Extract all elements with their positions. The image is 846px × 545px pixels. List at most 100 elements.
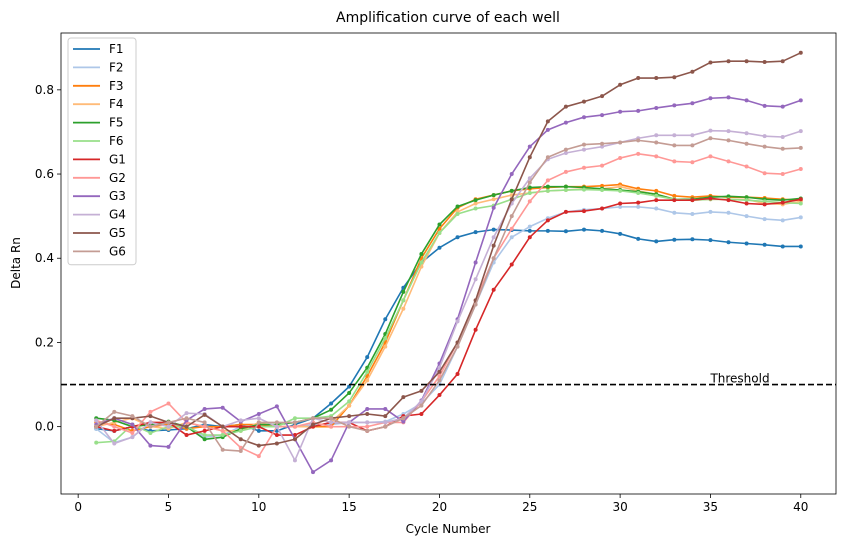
data-point — [148, 414, 153, 419]
legend-label: G1 — [109, 152, 126, 166]
data-point — [401, 298, 406, 303]
data-point — [654, 105, 659, 110]
data-point — [455, 344, 460, 349]
data-point — [347, 403, 352, 408]
legend-label: F1 — [109, 42, 124, 56]
data-point — [112, 424, 117, 429]
legend-entry-g2: G2 — [73, 171, 126, 185]
legend-entry-g6: G6 — [73, 244, 126, 258]
series-g1 — [94, 196, 803, 438]
data-point — [618, 156, 623, 161]
data-point — [798, 201, 803, 206]
data-point — [166, 401, 171, 406]
series-f3 — [94, 182, 803, 433]
data-point — [383, 317, 388, 322]
data-point — [780, 146, 785, 151]
data-point — [581, 227, 586, 232]
series-line-g2 — [95, 153, 801, 457]
plot-area — [94, 50, 803, 475]
data-point — [600, 188, 605, 193]
data-point — [636, 108, 641, 113]
data-point — [690, 237, 695, 242]
data-point — [581, 142, 586, 147]
data-point — [292, 437, 297, 442]
data-point — [256, 416, 261, 421]
data-point — [383, 344, 388, 349]
data-point — [220, 447, 225, 452]
data-point — [329, 401, 334, 406]
data-point — [184, 433, 189, 438]
data-point — [238, 424, 243, 429]
data-point — [292, 458, 297, 463]
axes: 0 5 10 15 20 25 30 35 40 0.0 0.2 0.4 0.6 0.8 — [35, 32, 837, 514]
data-point — [581, 99, 586, 104]
data-point — [726, 59, 731, 64]
data-point — [365, 412, 370, 417]
data-point — [365, 378, 370, 383]
data-point — [708, 60, 713, 65]
data-point — [744, 201, 749, 206]
data-point — [690, 198, 695, 203]
data-point — [563, 188, 568, 193]
data-point — [762, 202, 767, 207]
data-point — [112, 416, 117, 421]
data-point — [473, 201, 478, 206]
data-point — [690, 212, 695, 217]
data-point — [148, 420, 153, 425]
data-point — [545, 218, 550, 223]
data-point — [563, 120, 568, 125]
data-point — [654, 133, 659, 138]
data-point — [636, 204, 641, 209]
data-point — [636, 138, 641, 143]
data-point — [94, 424, 99, 429]
series-f4 — [94, 184, 803, 433]
data-point — [636, 200, 641, 205]
data-point — [726, 95, 731, 100]
data-point — [166, 444, 171, 449]
data-point — [527, 190, 532, 195]
data-point — [473, 206, 478, 211]
data-point — [618, 140, 623, 145]
data-point — [202, 412, 207, 417]
data-point — [347, 384, 352, 389]
series-line-f1 — [96, 228, 801, 432]
data-point — [455, 372, 460, 377]
data-point — [473, 230, 478, 235]
data-point — [166, 420, 171, 425]
data-point — [365, 420, 370, 425]
x-tick-label: 40 — [793, 500, 808, 514]
data-point — [636, 190, 641, 195]
data-point — [618, 109, 623, 114]
series-f1 — [94, 227, 803, 433]
data-point — [744, 214, 749, 219]
data-point — [401, 416, 406, 421]
data-point — [527, 199, 532, 204]
data-point — [563, 147, 568, 152]
data-point — [383, 406, 388, 411]
data-point — [383, 420, 388, 425]
data-point — [509, 197, 514, 202]
data-point — [636, 151, 641, 156]
data-point — [419, 412, 424, 417]
data-point — [202, 420, 207, 425]
y-axis-label: Delta Rn — [9, 237, 23, 289]
data-point — [581, 115, 586, 120]
data-point — [455, 204, 460, 209]
data-point — [618, 231, 623, 236]
data-point — [184, 424, 189, 429]
data-point — [130, 435, 135, 440]
data-point — [347, 414, 352, 419]
x-tick-label: 20 — [432, 500, 447, 514]
legend-entry-g4: G4 — [73, 208, 126, 222]
series-g3 — [94, 95, 803, 475]
data-point — [726, 210, 731, 215]
legend-entry-f3: F3 — [73, 79, 124, 93]
data-point — [563, 150, 568, 155]
data-point — [220, 433, 225, 438]
data-point — [347, 390, 352, 395]
data-point — [419, 399, 424, 404]
data-point — [184, 411, 189, 416]
data-point — [744, 131, 749, 136]
data-point — [654, 198, 659, 203]
